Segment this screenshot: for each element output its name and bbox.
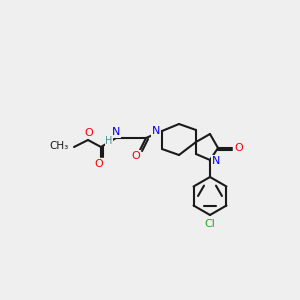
Text: Cl: Cl bbox=[205, 219, 215, 229]
Text: N: N bbox=[112, 127, 120, 137]
Text: CH₃: CH₃ bbox=[50, 141, 69, 151]
Text: N: N bbox=[152, 126, 160, 136]
Text: O: O bbox=[85, 128, 93, 138]
Text: H: H bbox=[105, 136, 113, 146]
Text: O: O bbox=[94, 159, 103, 169]
Text: O: O bbox=[235, 143, 243, 153]
Text: N: N bbox=[212, 156, 220, 166]
Text: O: O bbox=[132, 151, 140, 161]
